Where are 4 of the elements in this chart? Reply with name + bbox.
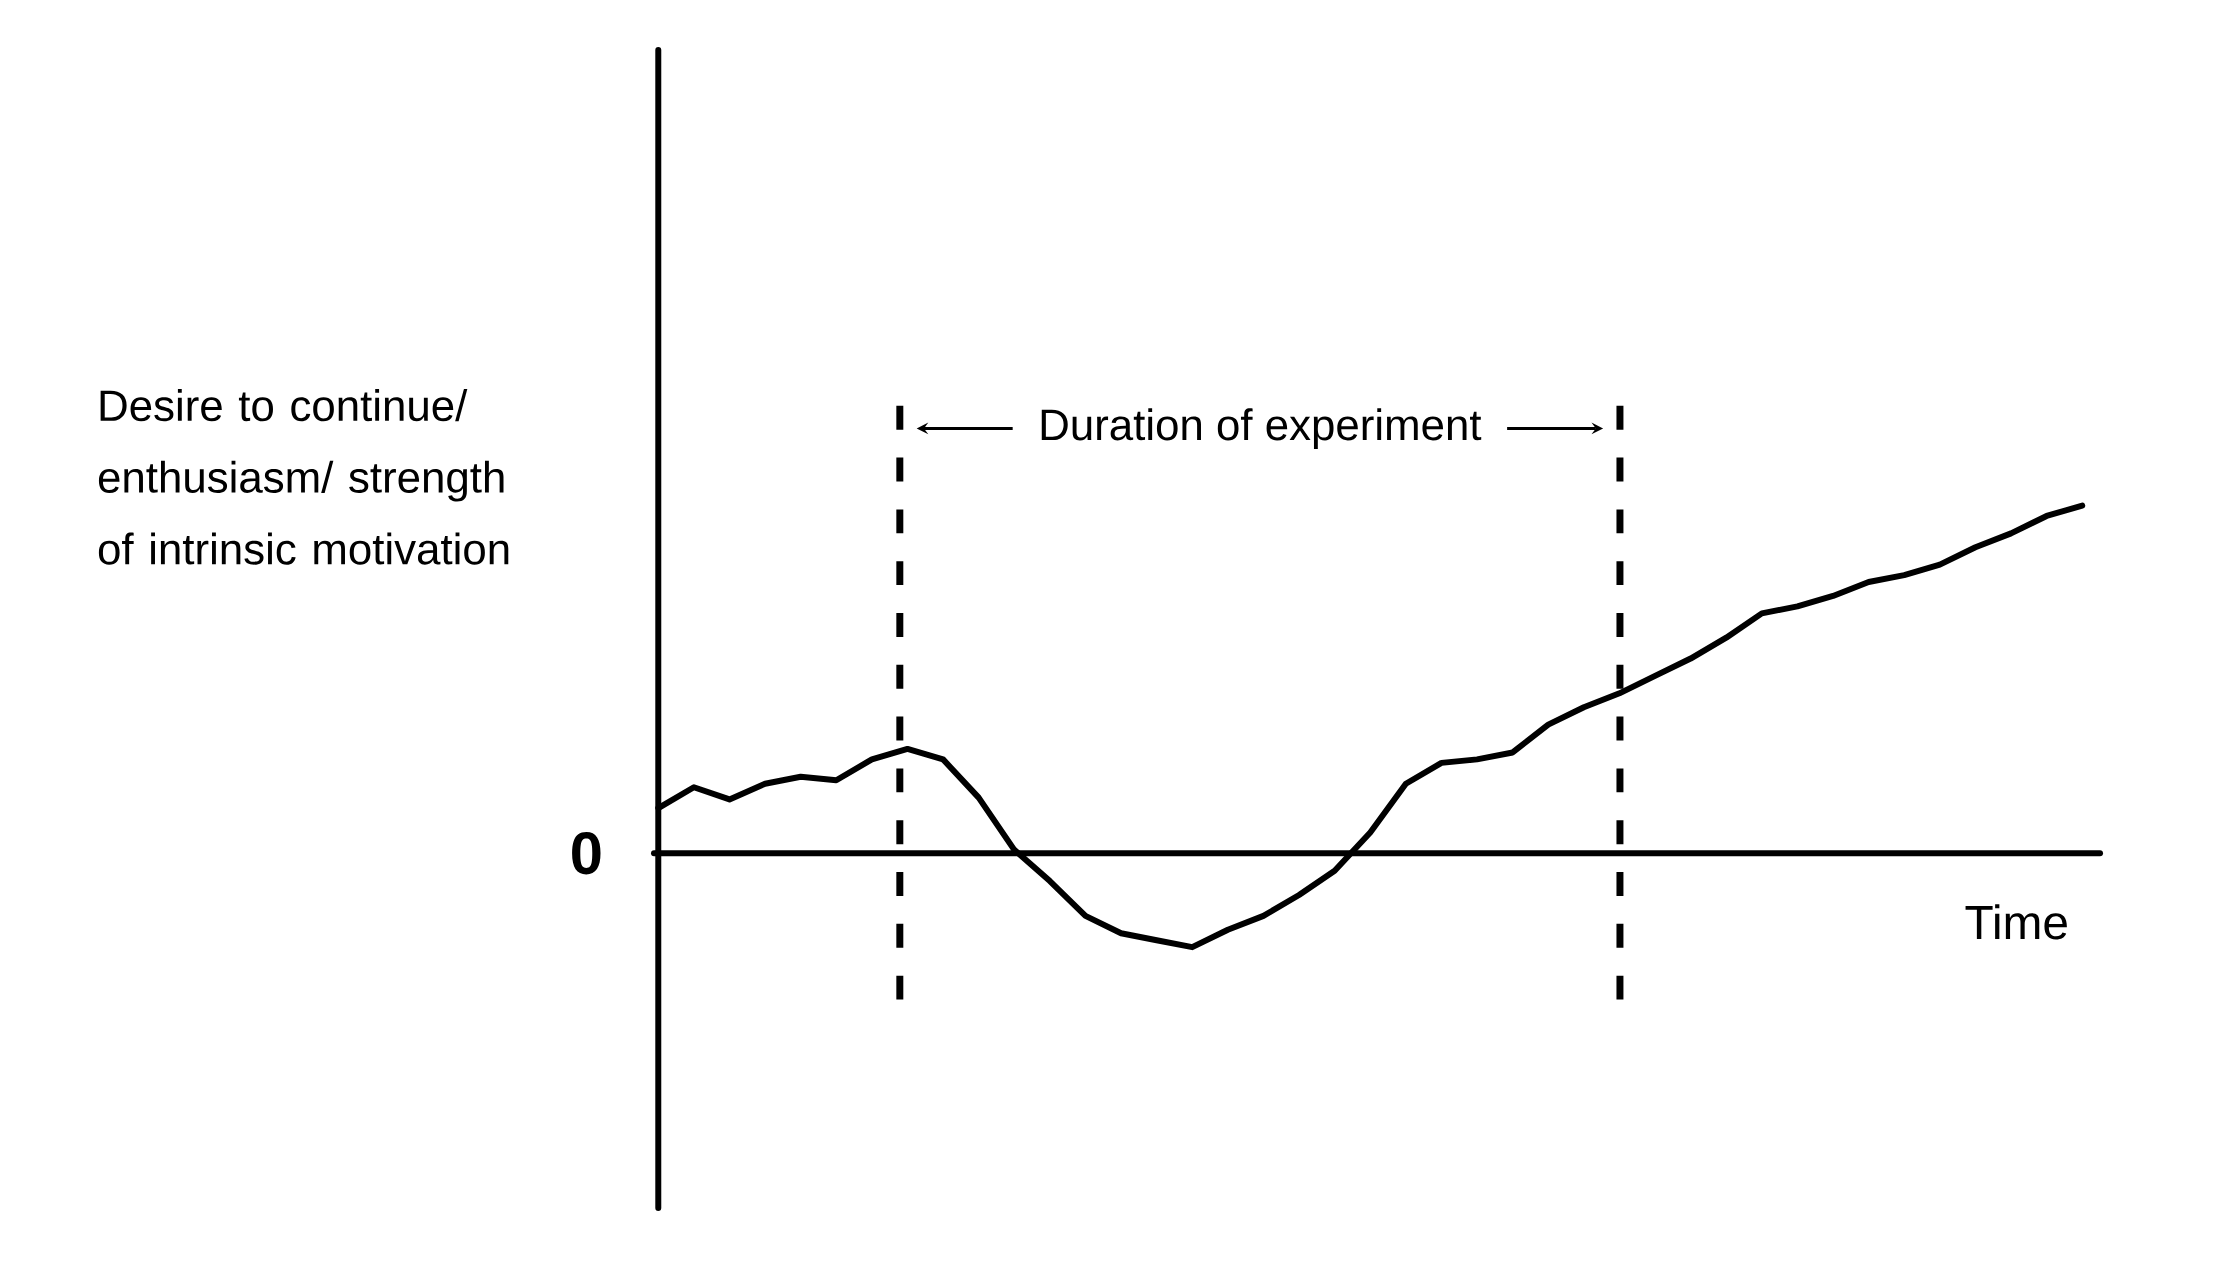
text: 0: [572, 832, 601, 875]
text: Duration of experiment: [1041, 408, 1482, 450]
x-axis-title: Time: [1965, 904, 2067, 940]
y-axis-title: Desire to continue/ enthusiasm/ strength of intrinsic motivation: [98, 389, 509, 565]
